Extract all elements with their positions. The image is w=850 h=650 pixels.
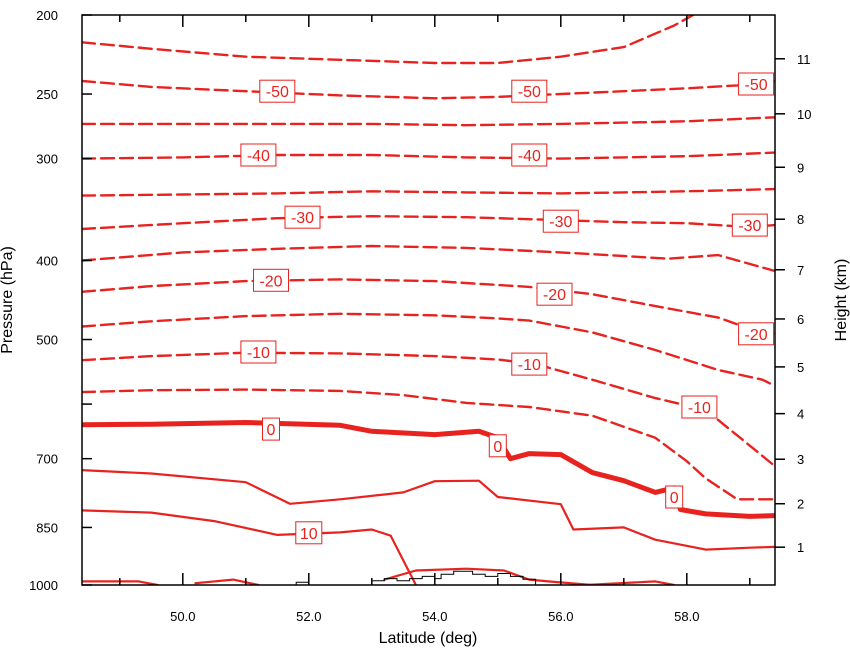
contour-label-14: 0	[267, 422, 276, 439]
contour-label-box-12	[511, 352, 548, 376]
contour-label-box-11	[240, 340, 277, 364]
x-tick-label-3: 56.0	[548, 609, 573, 624]
contour-label-box-5	[284, 205, 321, 229]
y2-tick-label-8: 9	[797, 160, 804, 175]
terrain-profile	[295, 570, 537, 585]
y2-tick-label-10: 11	[797, 52, 811, 67]
contour-label-1: -50	[518, 84, 541, 101]
terrain-outline	[295, 570, 537, 585]
contour-label-box-4	[511, 143, 548, 167]
contour-line-level-minus5-10	[82, 388, 775, 501]
y-tick-label-0: 200	[36, 8, 58, 23]
contour-line-level-0-11	[82, 420, 775, 519]
contour-label-box-3	[240, 143, 277, 167]
contour-label-box-15	[488, 434, 507, 458]
contour-line-level-minus20-7	[82, 278, 775, 335]
contour-label-7: -30	[738, 218, 761, 235]
contour-label-6: -30	[549, 214, 572, 231]
contour-line-level-minus30-5	[82, 214, 775, 231]
y-tick-label-1: 250	[36, 87, 58, 102]
y-tick-label-5: 700	[36, 452, 58, 467]
y2-tick-label-9: 10	[797, 107, 811, 122]
y2-tick-label-4: 5	[797, 360, 804, 375]
contour-label-8: -20	[259, 273, 282, 290]
contour-label-3: -40	[247, 148, 270, 165]
contour-line-level-minus50-1	[82, 79, 775, 100]
x-tick-label-1: 52.0	[296, 609, 321, 624]
contour-label-box-14	[262, 417, 280, 441]
contour-label-9: -20	[543, 287, 566, 304]
y-tick-label-3: 400	[36, 253, 58, 268]
contour-line-level-minus15-8	[82, 312, 775, 388]
contour-label-17: 10	[300, 526, 318, 543]
y2-tick-label-0: 1	[797, 540, 804, 555]
x-tick-label-4: 58.0	[674, 609, 699, 624]
contour-label-box-2	[738, 72, 775, 96]
contour-label-box-9	[536, 282, 573, 306]
contour-label-box-0	[259, 79, 296, 103]
y2-tick-label-1: 2	[797, 497, 804, 512]
contour-line-level-minus25-6	[82, 244, 775, 273]
x-axis: 50.0 52.0 54.0 56.0 58.0	[119, 15, 751, 624]
contour-label-box-17	[295, 521, 323, 545]
y-tick-label-7: 1000	[29, 578, 58, 593]
contour-line-level-minus55-0	[82, 15, 695, 65]
contour-label-box-10	[738, 322, 775, 346]
contour-label-box-16	[665, 485, 684, 509]
contour-line-level-10-14	[383, 567, 594, 585]
contour-label-16: 0	[670, 490, 679, 507]
x-axis-title: Latitude (deg)	[379, 630, 478, 647]
contour-label-15: 0	[493, 439, 502, 456]
contour-line-level-minus40-3	[82, 151, 775, 160]
x-tick-label-0: 50.0	[170, 609, 195, 624]
contour-label-box-7	[731, 213, 768, 237]
y-axis-title: Pressure (hPa)	[0, 246, 16, 354]
contour-label-2: -50	[745, 77, 768, 94]
contour-line-level-5-12	[82, 469, 775, 551]
y2-tick-label-5: 6	[797, 312, 804, 327]
y2-axis-title: Height (km)	[833, 259, 850, 342]
contour-labels: -50 -50 -50 -40 -40 -30 -30 -30 -20 -20 -20 -10 -10 -…	[240, 72, 775, 545]
contour-label-box-13	[681, 395, 718, 419]
contour-label-box-6	[542, 209, 579, 233]
contour-label-box-1	[511, 79, 548, 103]
y2-tick-label-2: 3	[797, 452, 804, 467]
y-tick-label-4: 500	[36, 333, 58, 348]
contour-label-0: -50	[266, 84, 289, 101]
contour-label-4: -40	[518, 148, 541, 165]
contour-label-13: -10	[688, 400, 711, 417]
y-axis-left: 200 250 300 400 500 700 850 1000	[29, 8, 92, 593]
contour-line-level-15-15	[82, 580, 159, 585]
y2-tick-label-3: 4	[797, 407, 804, 422]
contour-label-5: -30	[291, 210, 314, 227]
y2-tick-label-7: 8	[797, 212, 804, 227]
contour-label-11: -10	[247, 345, 270, 362]
y-tick-label-6: 850	[36, 520, 58, 535]
contour-line-level-15-17	[584, 580, 676, 585]
y2-tick-label-6: 7	[797, 263, 804, 278]
contour-label-box-8	[253, 268, 289, 292]
plot-frame	[81, 14, 776, 586]
contour-line-level-15-16	[194, 578, 260, 585]
y-tick-label-2: 300	[36, 152, 58, 167]
contour-line-level-minus35-4	[82, 187, 775, 197]
contour-label-12: -10	[518, 357, 541, 374]
contour-label-10: -20	[745, 327, 768, 344]
x-tick-label-2: 54.0	[422, 609, 447, 624]
y-axis-right: 1 2 3 4 5 6 7 8 9 10 11	[775, 52, 811, 555]
contour-line-level-minus45-2	[82, 116, 775, 127]
